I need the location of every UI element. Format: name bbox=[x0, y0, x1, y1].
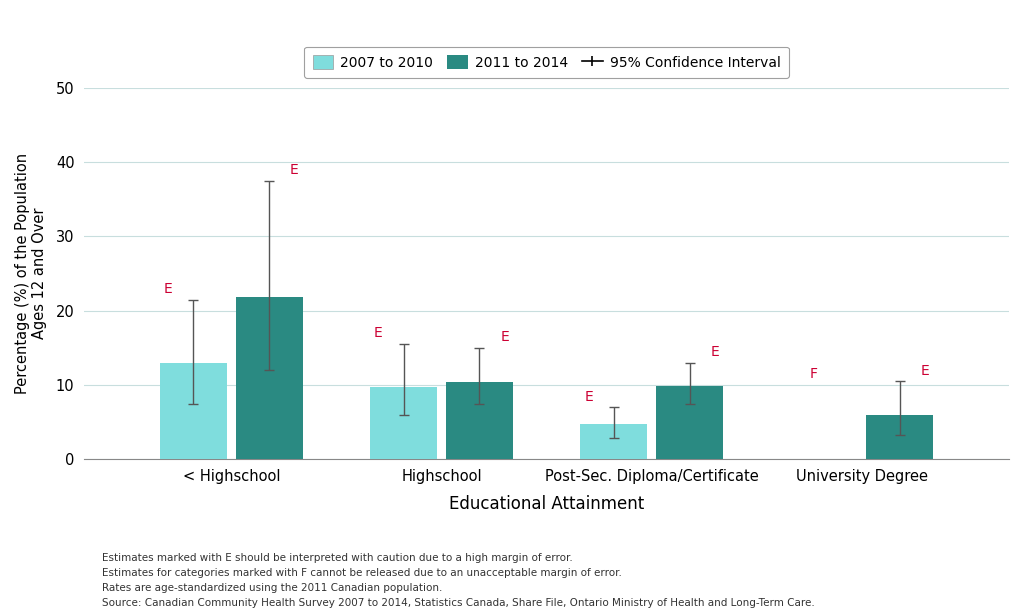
Legend: 2007 to 2010, 2011 to 2014, 95% Confidence Interval: 2007 to 2010, 2011 to 2014, 95% Confiden… bbox=[304, 47, 788, 78]
Y-axis label: Percentage (%) of the Population
Ages 12 and Over: Percentage (%) of the Population Ages 12… bbox=[15, 153, 47, 394]
Bar bbox=[236, 297, 303, 459]
Text: E: E bbox=[921, 363, 930, 378]
Text: F: F bbox=[810, 367, 817, 381]
Text: E: E bbox=[164, 282, 173, 296]
Bar bbox=[866, 414, 933, 459]
Bar bbox=[581, 424, 647, 459]
Bar bbox=[160, 363, 227, 459]
X-axis label: Educational Attainment: Educational Attainment bbox=[449, 495, 644, 513]
Text: Estimates marked with E should be interpreted with caution due to a high margin : Estimates marked with E should be interp… bbox=[102, 553, 815, 608]
Text: E: E bbox=[290, 163, 299, 177]
Text: E: E bbox=[500, 330, 509, 344]
Bar bbox=[445, 382, 513, 459]
Text: E: E bbox=[711, 345, 719, 359]
Bar bbox=[370, 387, 437, 459]
Text: E: E bbox=[585, 389, 593, 403]
Text: E: E bbox=[374, 327, 383, 340]
Bar bbox=[656, 386, 723, 459]
